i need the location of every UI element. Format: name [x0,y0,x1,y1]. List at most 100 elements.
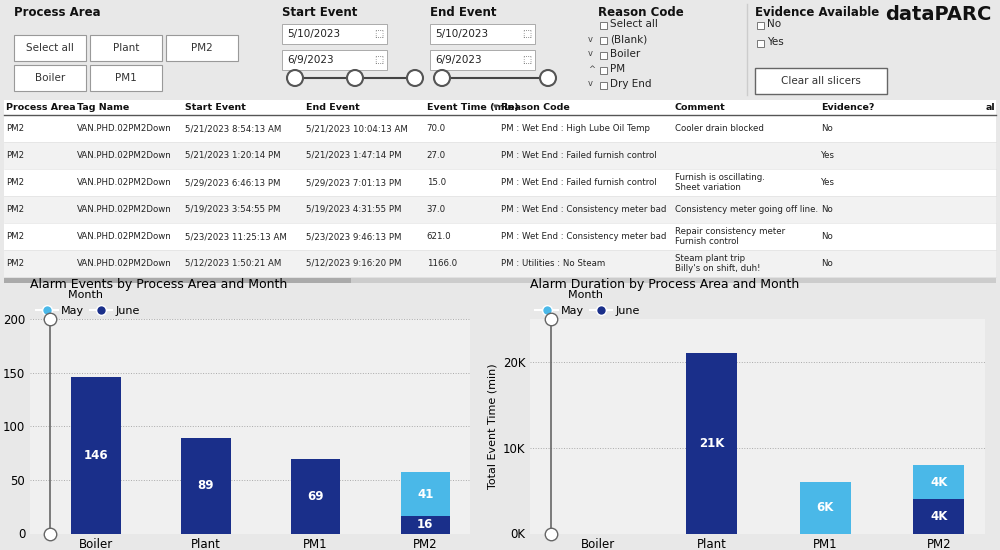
Text: 5/10/2023: 5/10/2023 [287,29,340,39]
Text: 5/23/2023 11:25:13 AM: 5/23/2023 11:25:13 AM [185,232,286,241]
Text: End Event: End Event [430,6,496,19]
Bar [4,250,996,277]
Circle shape [407,70,423,86]
Text: PM : Utilities : No Steam: PM : Utilities : No Steam [501,259,605,268]
Text: Start Event: Start Event [282,6,357,19]
Bar [401,516,450,534]
Text: 21K: 21K [699,437,725,450]
Text: PM : Wet End : Consistency meter bad: PM : Wet End : Consistency meter bad [501,205,666,214]
Text: ⬚: ⬚ [374,29,384,39]
Circle shape [540,70,556,86]
Bar [4,115,996,142]
Text: 5/19/2023 4:31:55 PM: 5/19/2023 4:31:55 PM [306,205,401,214]
Text: Billy's on shift, duh!: Billy's on shift, duh! [675,264,760,273]
Text: dataPARC: dataPARC [886,5,992,24]
Bar [71,377,121,534]
Bar [600,22,607,29]
Text: v: v [588,80,593,89]
Text: VAN.PHD.02PM2Down: VAN.PHD.02PM2Down [77,205,172,214]
Text: Event Time (min): Event Time (min) [427,103,518,112]
FancyBboxPatch shape [430,24,535,44]
Text: Cooler drain blocked: Cooler drain blocked [675,124,763,133]
Text: PM: PM [610,64,625,74]
Text: PM2: PM2 [191,43,213,53]
FancyBboxPatch shape [14,65,86,91]
Text: 5/12/2023 1:50:21 AM: 5/12/2023 1:50:21 AM [185,259,281,268]
Bar [600,67,607,74]
Text: 4K: 4K [930,476,947,488]
Text: Evidence?: Evidence? [821,103,875,112]
Text: Boiler: Boiler [35,73,65,83]
Text: No: No [821,259,833,268]
Text: VAN.PHD.02PM2Down: VAN.PHD.02PM2Down [77,259,172,268]
FancyBboxPatch shape [282,50,387,70]
Text: Consistency meter going off line.: Consistency meter going off line. [675,205,818,214]
Bar [913,499,964,534]
Text: Yes: Yes [821,178,835,187]
Text: ⬚: ⬚ [522,29,532,39]
Legend: May, June: May, June [531,286,644,321]
Text: PM : Wet End : High Lube Oil Temp: PM : Wet End : High Lube Oil Temp [501,124,650,133]
Bar [4,142,996,169]
FancyBboxPatch shape [14,35,86,61]
Text: PM : Wet End : Failed furnish control: PM : Wet End : Failed furnish control [501,178,657,187]
Bar [181,438,231,534]
Bar [4,169,996,196]
Text: Clear all slicers: Clear all slicers [781,76,861,86]
Bar [913,465,964,499]
Text: 4K: 4K [930,510,947,523]
Text: Boiler: Boiler [610,49,640,59]
Text: 5/21/2023 8:54:13 AM: 5/21/2023 8:54:13 AM [185,124,281,133]
Text: Process Area: Process Area [6,103,76,112]
Text: PM2: PM2 [6,151,24,160]
Text: 70.0: 70.0 [427,124,446,133]
Bar [4,100,996,115]
Text: ⬚: ⬚ [374,55,384,65]
Text: ^: ^ [588,64,595,74]
Text: VAN.PHD.02PM2Down: VAN.PHD.02PM2Down [77,178,172,187]
Text: Process Area: Process Area [14,6,101,19]
Text: Furnish is oscillating.: Furnish is oscillating. [675,173,764,182]
Circle shape [347,70,363,86]
Text: End Event: End Event [306,103,359,112]
Text: 5/23/2023 9:46:13 PM: 5/23/2023 9:46:13 PM [306,232,401,241]
Text: Select all: Select all [610,19,658,29]
Text: No: No [821,124,833,133]
Text: PM2: PM2 [6,124,24,133]
Bar [757,22,764,29]
Circle shape [434,70,450,86]
FancyBboxPatch shape [430,50,535,70]
Text: Alarm Events by Process Area and Month: Alarm Events by Process Area and Month [30,278,287,292]
Text: 41: 41 [417,488,433,501]
Text: al: al [986,103,996,112]
Text: Plant: Plant [113,43,139,53]
Text: PM : Wet End : Failed furnish control: PM : Wet End : Failed furnish control [501,151,657,160]
Text: PM2: PM2 [6,178,24,187]
Text: Yes: Yes [821,151,835,160]
Text: PM2: PM2 [6,259,24,268]
Text: 6K: 6K [817,501,834,514]
Bar [401,472,450,516]
Text: Repair consistency meter: Repair consistency meter [675,227,785,236]
Text: v: v [588,50,593,58]
Text: ⬚: ⬚ [522,55,532,65]
Text: 5/21/2023 1:20:14 PM: 5/21/2023 1:20:14 PM [185,151,280,160]
Text: 146: 146 [84,449,108,461]
Text: 5/10/2023: 5/10/2023 [435,29,488,39]
Text: v: v [588,35,593,43]
Text: VAN.PHD.02PM2Down: VAN.PHD.02PM2Down [77,232,172,241]
Text: Sheet variation: Sheet variation [675,183,740,192]
Text: 27.0: 27.0 [427,151,446,160]
Text: Tag Name: Tag Name [77,103,130,112]
Text: 15.0: 15.0 [427,178,446,187]
Bar [4,278,996,283]
FancyBboxPatch shape [90,35,162,61]
Text: No: No [821,205,833,214]
Text: (Blank): (Blank) [610,34,647,44]
Text: PM1: PM1 [115,73,137,83]
Text: ▼: ▼ [493,104,498,111]
Text: Comment: Comment [675,103,725,112]
Text: 37.0: 37.0 [427,205,446,214]
Text: Evidence Available: Evidence Available [755,6,879,19]
Text: Alarm Duration by Process Area and Month: Alarm Duration by Process Area and Month [530,278,799,292]
